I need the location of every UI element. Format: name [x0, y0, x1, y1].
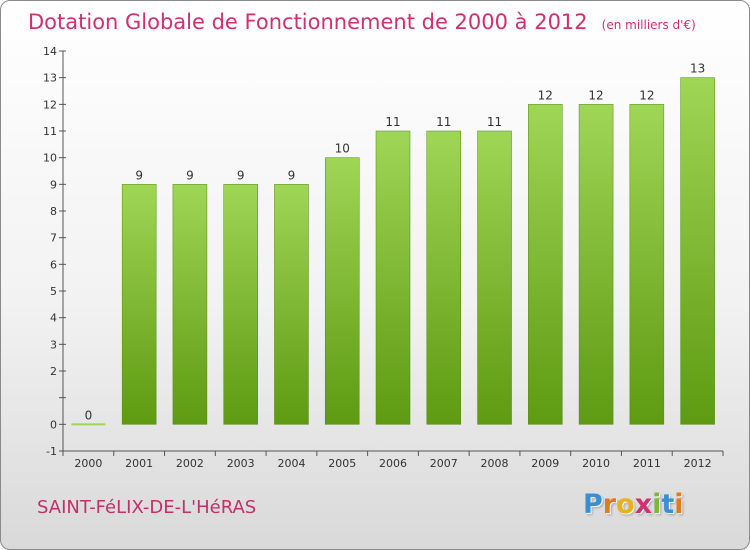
x-tick-label: 2011: [633, 457, 661, 470]
chart-subtitle: (en milliers d'€): [601, 18, 696, 32]
x-tick-label: 2009: [531, 457, 559, 470]
x-tick-label: 2010: [582, 457, 610, 470]
bar-value-label: 12: [538, 88, 553, 102]
bar-value-label: 9: [237, 168, 245, 182]
y-tick-label: -1: [46, 445, 57, 458]
x-tick-label: 2006: [379, 457, 407, 470]
bar-value-label: 11: [385, 115, 400, 129]
x-tick-label: 2002: [176, 457, 204, 470]
chart-title: Dotation Globale de Fonctionnement de 20…: [28, 10, 696, 34]
bar: [680, 77, 715, 425]
bar: [223, 184, 258, 425]
x-tick-label: 2001: [125, 457, 153, 470]
bar-value-label: 9: [135, 168, 143, 182]
bar-value-label: 9: [288, 168, 296, 182]
logo-letter: t: [661, 489, 675, 520]
bar-value-label: 12: [639, 88, 654, 102]
bar: [375, 130, 411, 425]
x-tick-label: 2005: [328, 457, 356, 470]
y-tick-label: 4: [50, 312, 57, 325]
y-tick-label: 6: [50, 258, 57, 271]
logo-letter: r: [602, 489, 617, 520]
y-tick-label: 13: [43, 72, 57, 85]
bar-value-label: 10: [335, 142, 350, 156]
y-tick-label: 14: [43, 45, 57, 58]
bar: [477, 130, 512, 425]
bar-value-label: 0: [85, 408, 93, 422]
bar-value-label: 11: [487, 115, 502, 129]
town-name: SAINT-FéLIX-DE-L'HéRAS: [37, 497, 257, 518]
bar-value-label: 11: [436, 115, 451, 129]
bar: [274, 184, 309, 425]
y-tick-label: 9: [50, 178, 57, 191]
y-tick-label: 3: [50, 338, 57, 351]
y-tick-label: 12: [43, 98, 57, 111]
x-tick-label: 2000: [74, 457, 102, 470]
chart-title-text: Dotation Globale de Fonctionnement de 20…: [28, 10, 588, 34]
logo-letter: i: [674, 489, 684, 520]
y-tick-label: 2: [50, 365, 57, 378]
logo-letter: x: [634, 489, 653, 520]
bar: [172, 184, 208, 425]
x-tick-label: 2007: [430, 457, 458, 470]
bar-value-label: 9: [186, 168, 194, 182]
x-tick-label: 2004: [277, 457, 305, 470]
bar: [426, 130, 462, 425]
proxiti-logo[interactable]: Proxiti: [583, 489, 684, 520]
bar-value-label: 13: [690, 62, 705, 76]
bar: [324, 157, 360, 425]
bar: [71, 423, 106, 426]
y-tick-label: 0: [50, 418, 57, 431]
y-tick-label: 8: [50, 205, 57, 218]
y-tick-label: 11: [43, 125, 57, 138]
x-tick-label: 2003: [227, 457, 255, 470]
bar: [629, 104, 665, 425]
y-tick-label: 7: [50, 232, 57, 245]
bar: [578, 104, 614, 425]
bar: [528, 104, 563, 425]
x-tick-label: 2012: [684, 457, 712, 470]
bar-value-label: 12: [588, 88, 603, 102]
logo-letter: i: [652, 489, 662, 520]
x-tick-label: 2008: [481, 457, 509, 470]
y-tick-label: 10: [43, 152, 57, 165]
bar: [121, 184, 157, 425]
y-tick-label: 5: [50, 285, 57, 298]
logo-letter: o: [616, 489, 635, 520]
logo-letter: P: [583, 489, 603, 520]
